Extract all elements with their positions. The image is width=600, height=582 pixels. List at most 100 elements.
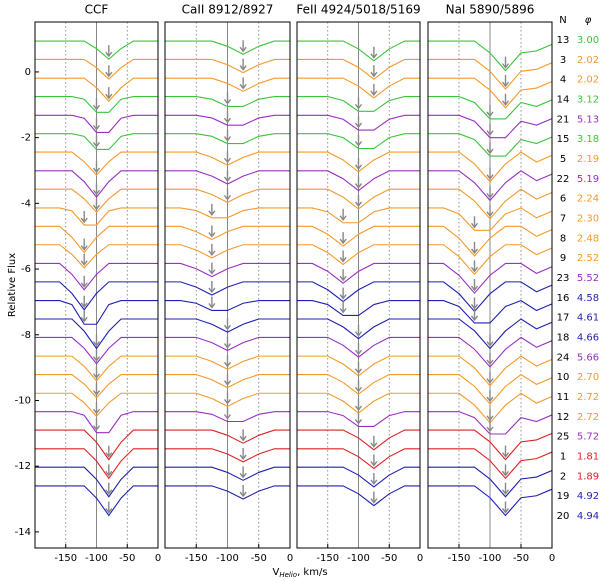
arrow bbox=[370, 472, 378, 486]
arrow bbox=[470, 308, 479, 322]
phase-label: 4.61 bbox=[577, 313, 599, 324]
profile bbox=[297, 188, 420, 210]
panel-title: CaII 8912/8927 bbox=[182, 3, 274, 17]
arrow bbox=[486, 352, 494, 366]
arrow bbox=[501, 445, 510, 458]
phase-label: 4.94 bbox=[577, 511, 599, 522]
phase-label: 2.52 bbox=[577, 253, 599, 264]
arrow bbox=[486, 408, 494, 421]
n-label: 13 bbox=[557, 35, 570, 46]
n-label: 19 bbox=[557, 491, 570, 502]
profile bbox=[35, 40, 158, 60]
phase-label: 3.18 bbox=[577, 134, 599, 145]
profile bbox=[35, 170, 158, 198]
arrow bbox=[92, 198, 101, 211]
arrow bbox=[370, 83, 378, 97]
profile bbox=[428, 318, 553, 350]
x-tick-label: 0 bbox=[549, 553, 555, 564]
phase-label: 2.24 bbox=[577, 194, 599, 205]
arrow bbox=[208, 296, 216, 309]
x-tick-label: -100 bbox=[347, 553, 370, 564]
n-label: 11 bbox=[557, 392, 570, 403]
arrow bbox=[501, 501, 510, 514]
profile bbox=[35, 188, 158, 214]
profile bbox=[165, 429, 290, 444]
profile bbox=[428, 373, 553, 405]
profile bbox=[428, 225, 553, 257]
profile bbox=[35, 133, 158, 151]
arrow bbox=[105, 65, 113, 78]
profile bbox=[297, 485, 420, 507]
profile bbox=[297, 429, 420, 451]
phase-label: 3.12 bbox=[577, 94, 599, 105]
profile bbox=[428, 411, 553, 435]
profile bbox=[297, 300, 420, 316]
arrow bbox=[501, 93, 510, 106]
phase-label: 5.19 bbox=[577, 174, 599, 185]
arrow bbox=[470, 260, 479, 273]
arrow bbox=[354, 324, 363, 337]
arrow bbox=[92, 334, 101, 347]
phase-label: 1.89 bbox=[577, 471, 599, 482]
phase-label: 2.30 bbox=[577, 213, 599, 224]
arrow bbox=[223, 92, 232, 105]
profile bbox=[35, 392, 158, 418]
phase-label: 5.66 bbox=[577, 352, 599, 363]
profile bbox=[428, 299, 553, 324]
arrow bbox=[80, 310, 88, 323]
profile bbox=[297, 133, 420, 150]
profile bbox=[428, 262, 553, 294]
n-label: 21 bbox=[557, 114, 570, 125]
profile bbox=[297, 318, 420, 340]
profile bbox=[165, 336, 290, 352]
phase-label: 2.72 bbox=[577, 412, 599, 423]
profile bbox=[35, 448, 158, 480]
n-label: 14 bbox=[557, 94, 570, 105]
profile bbox=[35, 207, 158, 226]
arrow bbox=[223, 407, 232, 420]
profile bbox=[297, 448, 420, 470]
arrow bbox=[354, 343, 363, 356]
arrow bbox=[339, 269, 347, 282]
profile bbox=[165, 225, 290, 241]
arrow bbox=[223, 188, 232, 201]
arrow bbox=[370, 65, 378, 78]
arrow bbox=[486, 334, 494, 347]
phase-label: 5.72 bbox=[577, 432, 599, 443]
arrow bbox=[80, 275, 88, 288]
arrow bbox=[92, 366, 101, 379]
x-tick-label: -100 bbox=[85, 553, 108, 564]
profile bbox=[165, 466, 290, 481]
arrow bbox=[486, 419, 494, 433]
profile bbox=[297, 40, 420, 62]
arrow bbox=[239, 429, 247, 442]
arrow bbox=[92, 118, 101, 131]
panel-frame bbox=[296, 21, 421, 549]
arrow bbox=[223, 336, 232, 349]
phase-label: 4.58 bbox=[577, 293, 599, 304]
arrow bbox=[239, 77, 247, 90]
y-tick-label: -2 bbox=[21, 133, 31, 144]
profile bbox=[35, 411, 158, 434]
arrow bbox=[354, 380, 363, 393]
arrow bbox=[239, 466, 247, 479]
profile bbox=[35, 262, 158, 291]
x-axis-label: VHelio, km/s bbox=[272, 567, 327, 579]
arrow bbox=[208, 281, 216, 294]
profile bbox=[165, 448, 290, 463]
profile bbox=[297, 262, 420, 284]
arrow bbox=[208, 262, 216, 275]
phase-label: 3.00 bbox=[577, 35, 599, 46]
arrow bbox=[92, 383, 101, 396]
arrow bbox=[105, 464, 113, 477]
profile bbox=[165, 207, 290, 219]
n-label: 4 bbox=[560, 75, 566, 86]
profile bbox=[35, 373, 158, 399]
x-tick-label: -50 bbox=[381, 553, 397, 564]
arrow bbox=[470, 216, 479, 229]
phase-label: 2.70 bbox=[577, 372, 599, 383]
arrow bbox=[208, 243, 216, 257]
phase-label: 2.48 bbox=[577, 233, 599, 244]
x-tick-label: -50 bbox=[119, 553, 135, 564]
